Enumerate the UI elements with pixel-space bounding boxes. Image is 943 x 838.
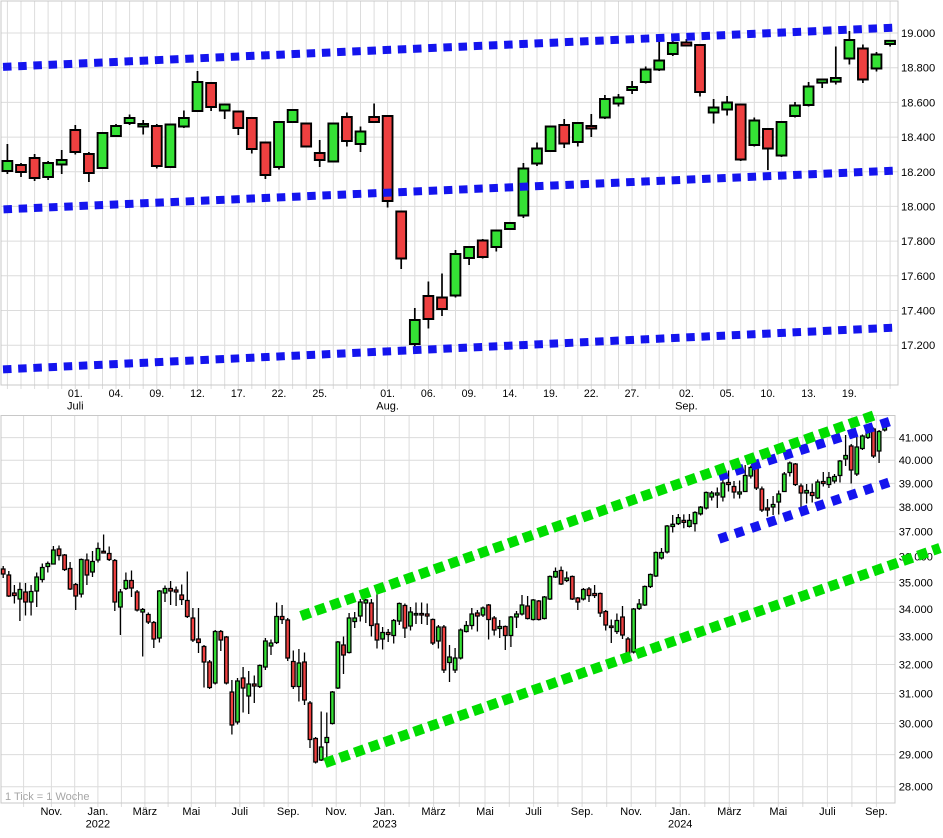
svg-text:Sep.: Sep. (571, 806, 594, 818)
svg-text:32.000: 32.000 (899, 660, 933, 672)
svg-text:01.: 01. (68, 388, 83, 400)
svg-text:1 Tick = 1 Woche: 1 Tick = 1 Woche (5, 791, 89, 803)
svg-text:22.: 22. (272, 388, 287, 400)
svg-text:18.400: 18.400 (901, 132, 935, 144)
svg-text:31.000: 31.000 (899, 689, 933, 701)
svg-text:2022: 2022 (86, 819, 110, 831)
svg-text:01.: 01. (380, 388, 395, 400)
svg-text:Nov.: Nov. (40, 806, 62, 818)
svg-text:Juli: Juli (525, 806, 542, 818)
svg-text:17.400: 17.400 (901, 306, 935, 318)
svg-text:17.: 17. (231, 388, 246, 400)
svg-text:März: März (717, 806, 741, 818)
svg-text:25.: 25. (312, 388, 327, 400)
svg-text:40.000: 40.000 (899, 455, 933, 467)
svg-text:02.: 02. (679, 388, 694, 400)
svg-text:Aug.: Aug. (376, 401, 399, 413)
svg-text:Jan.: Jan. (88, 806, 109, 818)
svg-text:17.200: 17.200 (901, 340, 935, 352)
svg-text:Mai: Mai (769, 806, 787, 818)
svg-text:34.000: 34.000 (899, 604, 933, 616)
svg-text:17.600: 17.600 (901, 271, 935, 283)
svg-text:Juli: Juli (232, 806, 249, 818)
svg-text:33.000: 33.000 (899, 631, 933, 643)
svg-text:09.: 09. (149, 388, 164, 400)
svg-text:19.: 19. (842, 388, 857, 400)
svg-text:35.000: 35.000 (899, 577, 933, 589)
svg-text:19.000: 19.000 (901, 28, 935, 40)
svg-text:41.000: 41.000 (899, 433, 933, 445)
svg-text:30.000: 30.000 (899, 719, 933, 731)
svg-text:13.: 13. (801, 388, 816, 400)
svg-text:14.: 14. (502, 388, 517, 400)
svg-text:18.800: 18.800 (901, 63, 935, 75)
svg-text:29.000: 29.000 (899, 750, 933, 762)
svg-text:2024: 2024 (668, 819, 692, 831)
svg-text:19.: 19. (543, 388, 558, 400)
svg-text:März: März (133, 806, 157, 818)
svg-text:2023: 2023 (372, 819, 396, 831)
svg-text:Sep.: Sep. (865, 806, 888, 818)
svg-text:Sep.: Sep. (277, 806, 300, 818)
svg-text:10.: 10. (760, 388, 775, 400)
svg-text:17.800: 17.800 (901, 236, 935, 248)
svg-text:05.: 05. (720, 388, 735, 400)
svg-text:12.: 12. (190, 388, 205, 400)
svg-text:Mai: Mai (182, 806, 200, 818)
svg-text:Mai: Mai (476, 806, 494, 818)
svg-text:38.000: 38.000 (899, 502, 933, 514)
svg-text:Nov.: Nov. (620, 806, 642, 818)
svg-text:März: März (421, 806, 445, 818)
svg-text:Jan.: Jan. (670, 806, 691, 818)
svg-text:28.000: 28.000 (899, 782, 933, 794)
svg-text:06.: 06. (421, 388, 436, 400)
svg-text:04.: 04. (109, 388, 124, 400)
svg-text:18.200: 18.200 (901, 167, 935, 179)
svg-text:Juli: Juli (67, 401, 84, 413)
svg-text:Nov.: Nov. (325, 806, 347, 818)
svg-text:Sep.: Sep. (675, 401, 698, 413)
svg-text:Juli: Juli (819, 806, 836, 818)
svg-text:22.: 22. (584, 388, 599, 400)
svg-text:18.600: 18.600 (901, 97, 935, 109)
svg-text:Jan.: Jan. (374, 806, 395, 818)
svg-text:39.000: 39.000 (899, 478, 933, 490)
svg-text:18.000: 18.000 (901, 201, 935, 213)
svg-text:27.: 27. (625, 388, 640, 400)
svg-text:09.: 09. (462, 388, 477, 400)
svg-text:37.000: 37.000 (899, 527, 933, 539)
